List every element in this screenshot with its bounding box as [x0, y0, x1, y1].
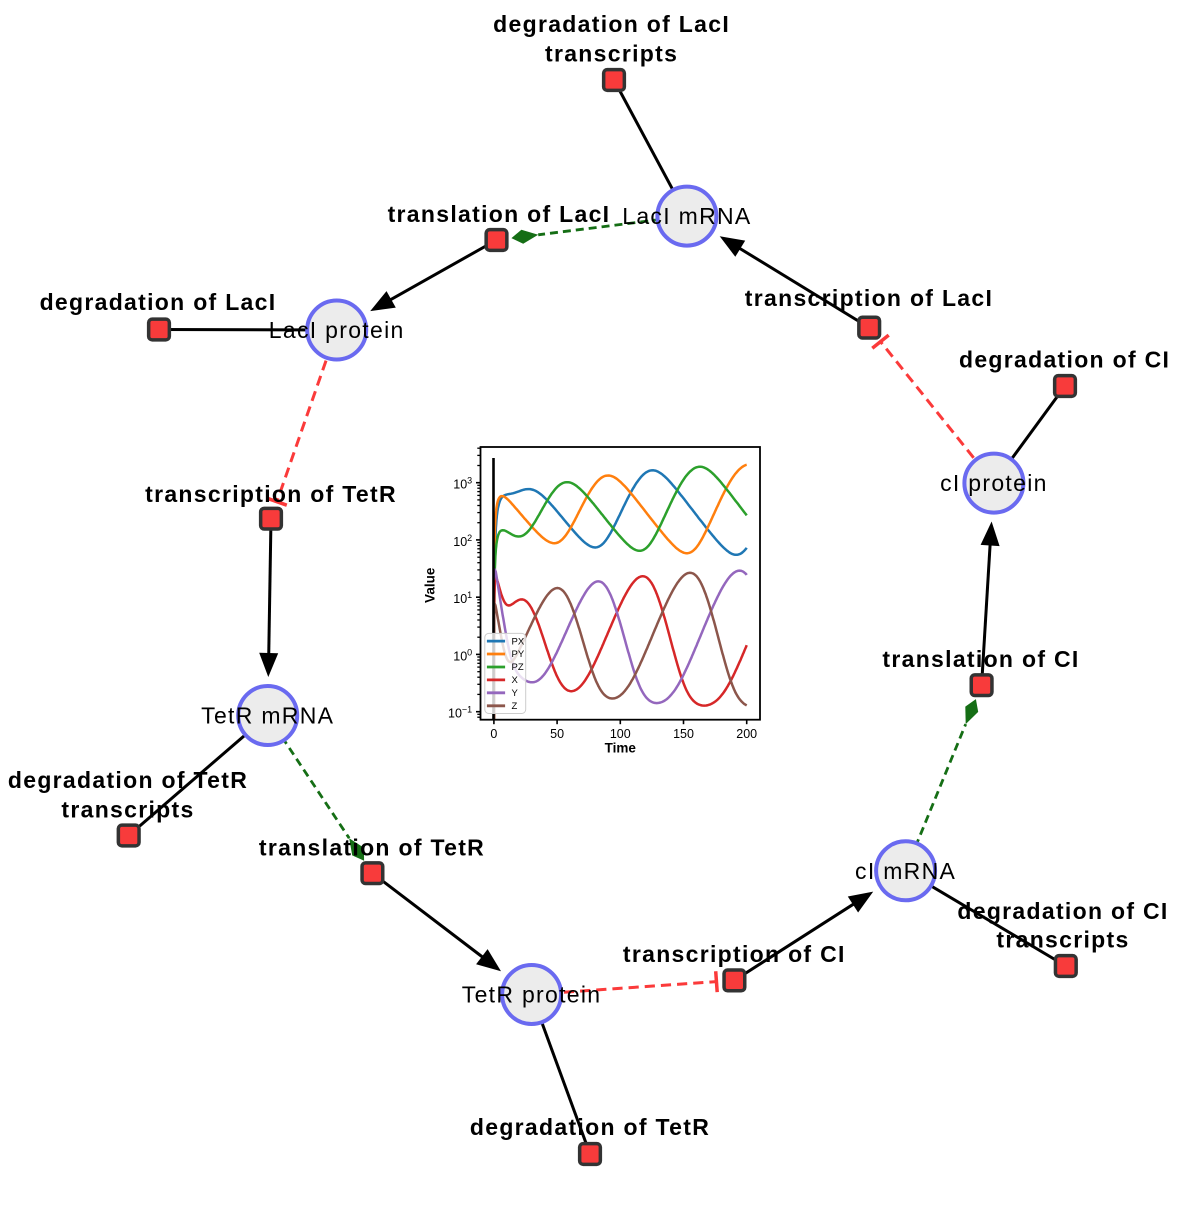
- svg-text:degradation of TetR: degradation of TetR: [470, 1114, 710, 1140]
- svg-text:degradation of LacI: degradation of LacI: [40, 289, 277, 315]
- svg-text:PY: PY: [512, 649, 525, 660]
- svg-text:translation of TetR: translation of TetR: [259, 834, 485, 860]
- svg-text:degradation of CI: degradation of CI: [959, 347, 1170, 373]
- svg-text:0: 0: [490, 727, 497, 741]
- svg-text:LacI protein: LacI protein: [269, 317, 405, 343]
- svg-text:Y: Y: [512, 688, 519, 699]
- svg-text:Z: Z: [512, 701, 518, 712]
- svg-text:degradation of LacI: degradation of LacI: [493, 11, 730, 37]
- svg-text:cI protein: cI protein: [940, 470, 1048, 496]
- svg-text:TetR protein: TetR protein: [462, 982, 602, 1008]
- svg-text:transcription of TetR: transcription of TetR: [145, 481, 397, 507]
- svg-text:Value: Value: [423, 567, 438, 603]
- svg-text:100: 100: [610, 727, 631, 741]
- svg-text:transcription of LacI: transcription of LacI: [745, 285, 993, 311]
- svg-text:50: 50: [550, 727, 564, 741]
- svg-text:transcription of CI: transcription of CI: [623, 941, 846, 967]
- svg-text:cI mRNA: cI mRNA: [855, 858, 956, 884]
- svg-text:Time: Time: [605, 741, 637, 756]
- svg-text:LacI mRNA: LacI mRNA: [622, 203, 751, 229]
- svg-text:transcripts: transcripts: [61, 797, 194, 823]
- svg-text:degradation of TetR: degradation of TetR: [8, 767, 248, 793]
- svg-text:150: 150: [673, 727, 694, 741]
- svg-text:transcripts: transcripts: [996, 927, 1129, 953]
- svg-text:200: 200: [736, 727, 757, 741]
- svg-text:translation of CI: translation of CI: [882, 646, 1079, 672]
- svg-text:X: X: [512, 675, 519, 686]
- svg-text:translation of LacI: translation of LacI: [388, 201, 611, 227]
- svg-text:PZ: PZ: [512, 662, 524, 673]
- svg-text:degradation of CI: degradation of CI: [957, 898, 1168, 924]
- svg-text:transcripts: transcripts: [545, 41, 678, 67]
- svg-text:PX: PX: [512, 636, 525, 647]
- svg-text:TetR mRNA: TetR mRNA: [201, 703, 334, 729]
